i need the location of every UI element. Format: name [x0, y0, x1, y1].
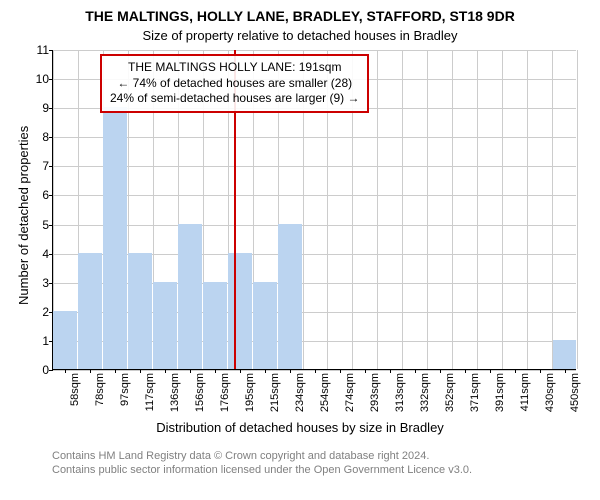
x-tick-mark [540, 369, 541, 373]
x-tick-label: 195sqm [244, 373, 256, 412]
grid-line-h [53, 166, 576, 167]
grid-line-v [502, 50, 503, 369]
bar [203, 282, 227, 369]
x-tick-label: 332sqm [419, 373, 431, 412]
annotation-box: THE MALTINGS HOLLY LANE: 191sqm← 74% of … [100, 54, 369, 113]
grid-line-h [53, 50, 576, 51]
x-tick-label: 274sqm [344, 373, 356, 412]
x-tick-mark [190, 369, 191, 373]
grid-line-v [527, 50, 528, 369]
annotation-line: THE MALTINGS HOLLY LANE: 191sqm [110, 60, 359, 76]
x-tick-label: 430sqm [544, 373, 556, 412]
bar [53, 311, 77, 369]
grid-line-v [427, 50, 428, 369]
x-tick-mark [65, 369, 66, 373]
bar [103, 107, 127, 369]
x-tick-mark [565, 369, 566, 373]
x-tick-label: 58sqm [69, 373, 81, 406]
x-tick-mark [440, 369, 441, 373]
x-tick-label: 371sqm [469, 373, 481, 412]
grid-line-v [377, 50, 378, 369]
footer-line-1: Contains HM Land Registry data © Crown c… [52, 450, 429, 462]
x-tick-mark [465, 369, 466, 373]
x-tick-label: 411sqm [519, 373, 531, 411]
chart-title: THE MALTINGS, HOLLY LANE, BRADLEY, STAFF… [0, 8, 600, 24]
x-tick-label: 293sqm [369, 373, 381, 412]
bar [228, 253, 252, 369]
x-tick-label: 136sqm [169, 373, 181, 412]
x-tick-mark [415, 369, 416, 373]
x-tick-mark [165, 369, 166, 373]
grid-line-h [53, 195, 576, 196]
y-tick-mark [49, 370, 53, 371]
annotation-line: 24% of semi-detached houses are larger (… [110, 91, 359, 107]
grid-line-v [552, 50, 553, 369]
x-tick-label: 215sqm [269, 373, 281, 412]
y-axis-label: Number of detached properties [16, 126, 31, 305]
grid-line-v [452, 50, 453, 369]
bar [278, 224, 302, 369]
grid-line-v [577, 50, 578, 369]
bar [253, 282, 277, 369]
annotation-line: ← 74% of detached houses are smaller (28… [110, 76, 359, 92]
x-tick-mark [240, 369, 241, 373]
x-tick-mark [340, 369, 341, 373]
x-tick-mark [90, 369, 91, 373]
x-tick-label: 450sqm [569, 373, 581, 412]
x-tick-label: 97sqm [119, 373, 131, 406]
x-tick-label: 254sqm [319, 373, 331, 412]
grid-line-h [53, 137, 576, 138]
bar [178, 224, 202, 369]
bar [153, 282, 177, 369]
grid-line-h [53, 225, 576, 226]
x-tick-label: 352sqm [444, 373, 456, 412]
x-tick-label: 156sqm [194, 373, 206, 412]
x-tick-mark [515, 369, 516, 373]
grid-line-v [402, 50, 403, 369]
chart-subtitle: Size of property relative to detached ho… [0, 28, 600, 43]
bar [78, 253, 102, 369]
bar [553, 340, 577, 369]
x-axis-label: Distribution of detached houses by size … [0, 420, 600, 435]
x-tick-mark [390, 369, 391, 373]
bar [128, 253, 152, 369]
x-tick-mark [315, 369, 316, 373]
x-tick-label: 234sqm [294, 373, 306, 412]
x-tick-mark [490, 369, 491, 373]
x-tick-label: 78sqm [94, 373, 106, 406]
x-tick-mark [215, 369, 216, 373]
x-tick-label: 117sqm [144, 373, 156, 411]
x-tick-mark [290, 369, 291, 373]
x-tick-label: 391sqm [494, 373, 506, 412]
x-tick-label: 176sqm [219, 373, 231, 412]
grid-line-v [477, 50, 478, 369]
x-tick-mark [265, 369, 266, 373]
x-tick-mark [115, 369, 116, 373]
x-tick-mark [140, 369, 141, 373]
footer-line-2: Contains public sector information licen… [52, 464, 472, 476]
x-tick-mark [365, 369, 366, 373]
x-tick-label: 313sqm [394, 373, 406, 412]
